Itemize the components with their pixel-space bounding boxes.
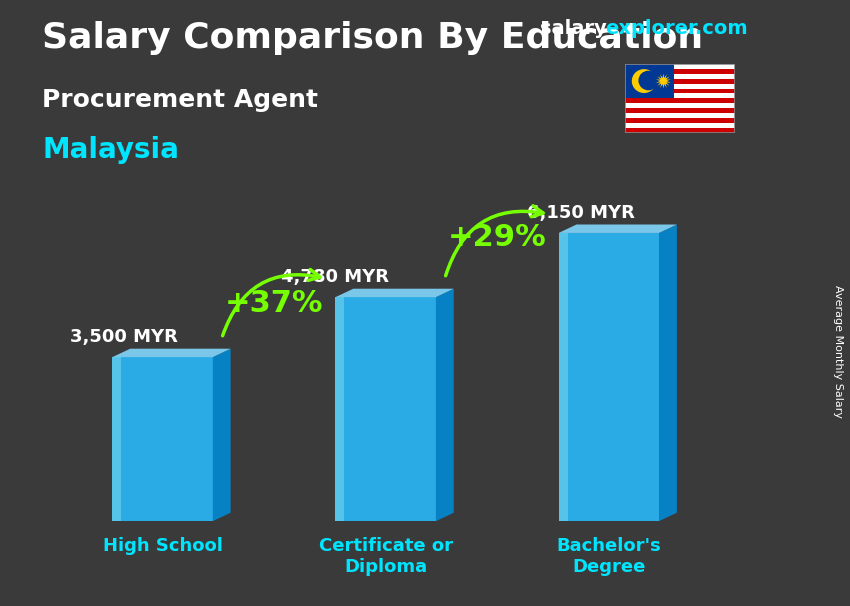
Bar — [625, 128, 735, 133]
Bar — [625, 118, 735, 124]
Polygon shape — [336, 297, 436, 521]
Polygon shape — [112, 348, 230, 357]
Bar — [625, 73, 735, 79]
Bar — [625, 79, 735, 84]
FancyArrowPatch shape — [445, 206, 543, 276]
Text: +29%: +29% — [448, 222, 547, 251]
Polygon shape — [112, 357, 212, 521]
Polygon shape — [656, 73, 671, 88]
Bar — [625, 108, 735, 113]
Text: +37%: +37% — [225, 288, 323, 318]
FancyArrowPatch shape — [223, 270, 320, 336]
Bar — [625, 93, 735, 98]
Polygon shape — [558, 233, 568, 521]
Bar — [625, 64, 675, 98]
Text: explorer.com: explorer.com — [605, 19, 748, 38]
Polygon shape — [659, 224, 677, 521]
Text: 4,780 MYR: 4,780 MYR — [281, 268, 389, 287]
Bar — [625, 113, 735, 118]
Polygon shape — [212, 348, 230, 521]
Polygon shape — [336, 288, 454, 297]
Text: Salary Comparison By Education: Salary Comparison By Education — [42, 21, 704, 55]
Circle shape — [632, 70, 655, 92]
Text: Malaysia: Malaysia — [42, 136, 179, 164]
Polygon shape — [112, 357, 122, 521]
Polygon shape — [436, 288, 454, 521]
Polygon shape — [336, 297, 344, 521]
Polygon shape — [558, 233, 659, 521]
Bar — [625, 68, 735, 73]
Text: Procurement Agent: Procurement Agent — [42, 88, 319, 112]
Text: 6,150 MYR: 6,150 MYR — [527, 204, 635, 222]
Bar — [625, 88, 735, 93]
Text: salary: salary — [540, 19, 607, 38]
Bar — [625, 124, 735, 128]
Bar — [625, 104, 735, 108]
Bar — [625, 84, 735, 88]
Text: Average Monthly Salary: Average Monthly Salary — [833, 285, 843, 418]
Bar — [625, 64, 735, 68]
Circle shape — [639, 72, 658, 90]
Text: 3,500 MYR: 3,500 MYR — [70, 328, 178, 347]
Bar — [625, 98, 735, 104]
Polygon shape — [558, 224, 677, 233]
